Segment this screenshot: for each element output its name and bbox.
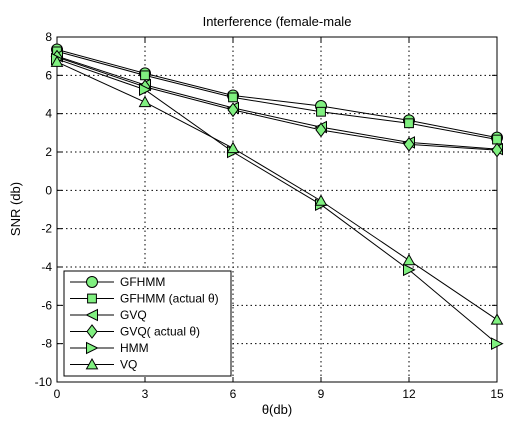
data-point <box>139 83 152 97</box>
legend-marker <box>86 276 98 288</box>
y-tick-label: -4 <box>41 260 52 274</box>
data-point <box>140 70 150 81</box>
x-tick-label: 15 <box>490 387 504 401</box>
legend-marker <box>86 341 99 355</box>
data-point <box>491 142 503 158</box>
data-point <box>226 141 240 154</box>
y-tick-label: -10 <box>35 375 53 389</box>
x-tick-label: 6 <box>230 387 237 401</box>
legend-item: GVQ( actual θ) <box>70 324 200 339</box>
data-point <box>227 102 239 118</box>
legend-marker <box>85 308 98 322</box>
legend-item: GFHMM (actual θ) <box>70 292 219 306</box>
legend-marker <box>86 324 98 339</box>
y-tick-label: 2 <box>45 145 52 159</box>
x-tick-label: 9 <box>318 387 325 401</box>
x-tick-label: 12 <box>402 387 416 401</box>
data-point <box>315 122 327 138</box>
y-tick-label: 4 <box>45 107 52 121</box>
y-tick-label: -6 <box>41 298 52 312</box>
legend-marker <box>87 293 97 304</box>
data-point <box>403 263 416 277</box>
legend-label: GFHMM <box>120 275 165 289</box>
data-point <box>314 194 328 206</box>
series-1 <box>52 46 502 145</box>
data-point <box>403 136 415 152</box>
x-tick-label: 3 <box>142 387 149 401</box>
y-tick-label: -8 <box>41 337 52 351</box>
legend-marker <box>85 357 99 370</box>
series-line <box>56 48 498 139</box>
y-tick-label: 8 <box>45 30 52 44</box>
series-5 <box>50 55 504 325</box>
legend-item: HMM <box>70 341 149 355</box>
series-line <box>56 50 498 141</box>
y-tick-label: -2 <box>41 222 52 236</box>
series-line <box>56 55 498 150</box>
data-point <box>402 253 416 266</box>
legend-label: HMM <box>120 341 149 355</box>
legend-item: VQ <box>70 358 137 372</box>
legend-item: GVQ <box>70 308 147 322</box>
data-point <box>50 55 64 67</box>
data-point <box>316 106 326 117</box>
series-line <box>56 56 498 151</box>
plot-frame <box>56 36 498 383</box>
x-axis-label: θ(db) <box>262 402 292 417</box>
data-point <box>404 118 414 129</box>
data-point <box>491 337 504 350</box>
x-tick-label: 0 <box>54 387 61 401</box>
legend-label: GFHMM (actual θ) <box>120 292 219 306</box>
y-tick-label: 0 <box>45 183 52 197</box>
legend-item: GFHMM <box>70 275 165 289</box>
axis-ticks: 0 3 6 9 12 15 8 6 4 2 0 -2 -4 -6 -8 -10 <box>35 30 504 401</box>
data-point <box>228 92 238 103</box>
data-point <box>492 134 502 145</box>
legend-label: GVQ <box>120 308 147 322</box>
series-line <box>56 61 498 321</box>
data-point <box>138 95 152 108</box>
series-group <box>50 43 504 350</box>
legend-label: GVQ( actual θ) <box>120 325 200 339</box>
y-tick-label: 6 <box>45 68 52 82</box>
legend-label: VQ <box>120 358 137 372</box>
series-line <box>56 58 498 345</box>
chart-title: Interference (female-male <box>203 14 352 29</box>
y-axis-label: SNR (db) <box>8 182 23 236</box>
data-point <box>490 313 504 325</box>
legend: GFHMM GFHMM (actual θ) GVQ GVQ( actual θ) HM… <box>63 270 232 377</box>
